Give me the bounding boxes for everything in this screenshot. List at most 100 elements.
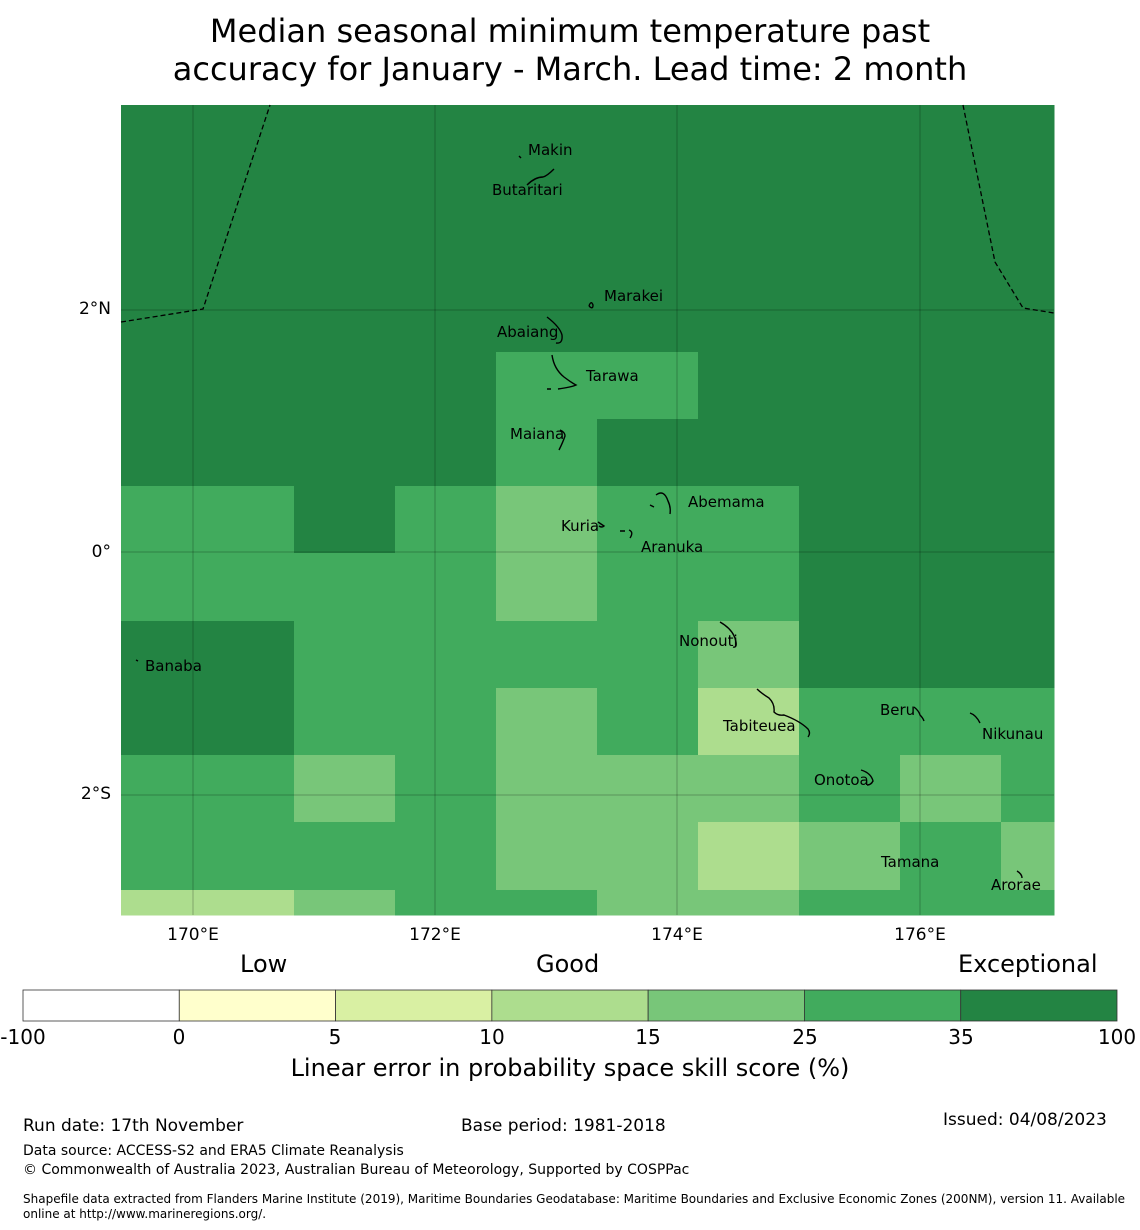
lon-label-170e: 170°E [167,925,219,945]
skill-cell [496,688,598,756]
skill-cell [294,553,396,622]
label-maiana: Maiana [510,425,564,443]
skill-cell [193,755,295,823]
label-abemama: Abemama [688,493,765,511]
skill-cell [597,285,699,353]
lon-label-172e: 172°E [409,925,461,945]
eez-boundary [120,104,1055,323]
skill-cell [121,553,194,622]
skill-cell [900,419,1002,487]
skill-cell [121,419,194,487]
skill-cell [597,822,699,891]
skill-cell [121,621,194,689]
skill-cell [799,822,901,891]
skill-cell [496,553,598,622]
skill-cell [121,285,194,353]
lat-label-2s: 2°S [80,784,111,804]
label-marakei: Marakei [604,287,663,305]
skill-cell [496,621,598,689]
colorbar-tick: 25 [792,1025,818,1049]
skill-grid [121,105,1055,916]
skill-cell [193,352,295,420]
category-good: Good [536,950,600,978]
skill-cell [900,486,1002,554]
skill-cell [799,217,901,286]
skill-cell [121,105,194,151]
label-nikunau: Nikunau [982,725,1043,743]
skill-cell [193,419,295,487]
skill-cell [698,285,800,353]
skill-cell [193,688,295,756]
colorbar [22,989,1118,1022]
skill-cell [698,822,800,891]
skill-cell [799,621,901,689]
skill-cell [597,755,699,823]
skill-cell [1001,890,1055,916]
skill-cell [496,486,598,554]
skill-cell [121,486,194,554]
skill-cell [900,285,1002,353]
skill-cell [121,822,194,891]
skill-cell [294,285,396,353]
skill-cell [698,621,800,689]
colorbar-segment [647,989,805,1022]
skill-cell [597,621,699,689]
skill-cell [900,688,1002,756]
skill-cell [395,150,497,218]
colorbar-tick: 0 [172,1025,186,1049]
skill-cell [900,105,1002,151]
colorbar-title: Linear error in probability space skill … [290,1054,850,1082]
skill-cell [698,553,800,622]
label-makin: Makin [528,141,573,159]
skill-cell [294,419,396,487]
category-exceptional: Exceptional [958,950,1098,978]
skill-cell [395,105,497,151]
colorbar-segment [22,989,180,1022]
skill-cell [193,217,295,286]
skill-cell [698,688,800,756]
skill-cell [395,352,497,420]
skill-cell [395,217,497,286]
skill-cell [799,890,901,916]
skill-cell [698,486,800,554]
lat-label-0: 0° [91,542,111,562]
skill-cell [496,419,598,487]
skill-cell [799,688,901,756]
skill-cell [597,486,699,554]
skill-cell [1001,486,1055,554]
skill-cell [395,419,497,487]
skill-cell [698,419,800,487]
colorbar-segment [804,989,962,1022]
label-tabiteuea: Tabiteuea [722,717,796,735]
skill-cell [294,352,396,420]
skill-cell [597,553,699,622]
island-outlines [135,155,1023,879]
graticule [121,105,1054,915]
issued-date: Issued: 04/08/2023 [943,1110,1107,1130]
skill-cell [193,285,295,353]
skill-cell [395,621,497,689]
skill-cell [294,688,396,756]
label-tarawa: Tarawa [585,367,639,385]
skill-cell [1001,105,1055,151]
skill-cell [496,755,598,823]
skill-cell [597,352,699,420]
skill-cell [121,890,194,916]
skill-cell [294,890,396,916]
skill-cell [496,217,598,286]
skill-cell [395,822,497,891]
skill-cell [900,621,1002,689]
copyright: © Commonwealth of Australia 2023, Austra… [23,1162,690,1178]
skill-cell [496,105,598,151]
skill-cell [193,890,295,916]
label-butaritari: Butaritari [492,181,563,199]
skill-cell [799,285,901,353]
skill-cell [121,688,194,756]
category-low: Low [240,950,288,978]
label-onotoa: Onotoa [814,771,869,789]
skill-cell [395,486,497,554]
skill-cell [193,621,295,689]
colorbar-segment [960,989,1118,1022]
colorbar-segment [335,989,493,1022]
